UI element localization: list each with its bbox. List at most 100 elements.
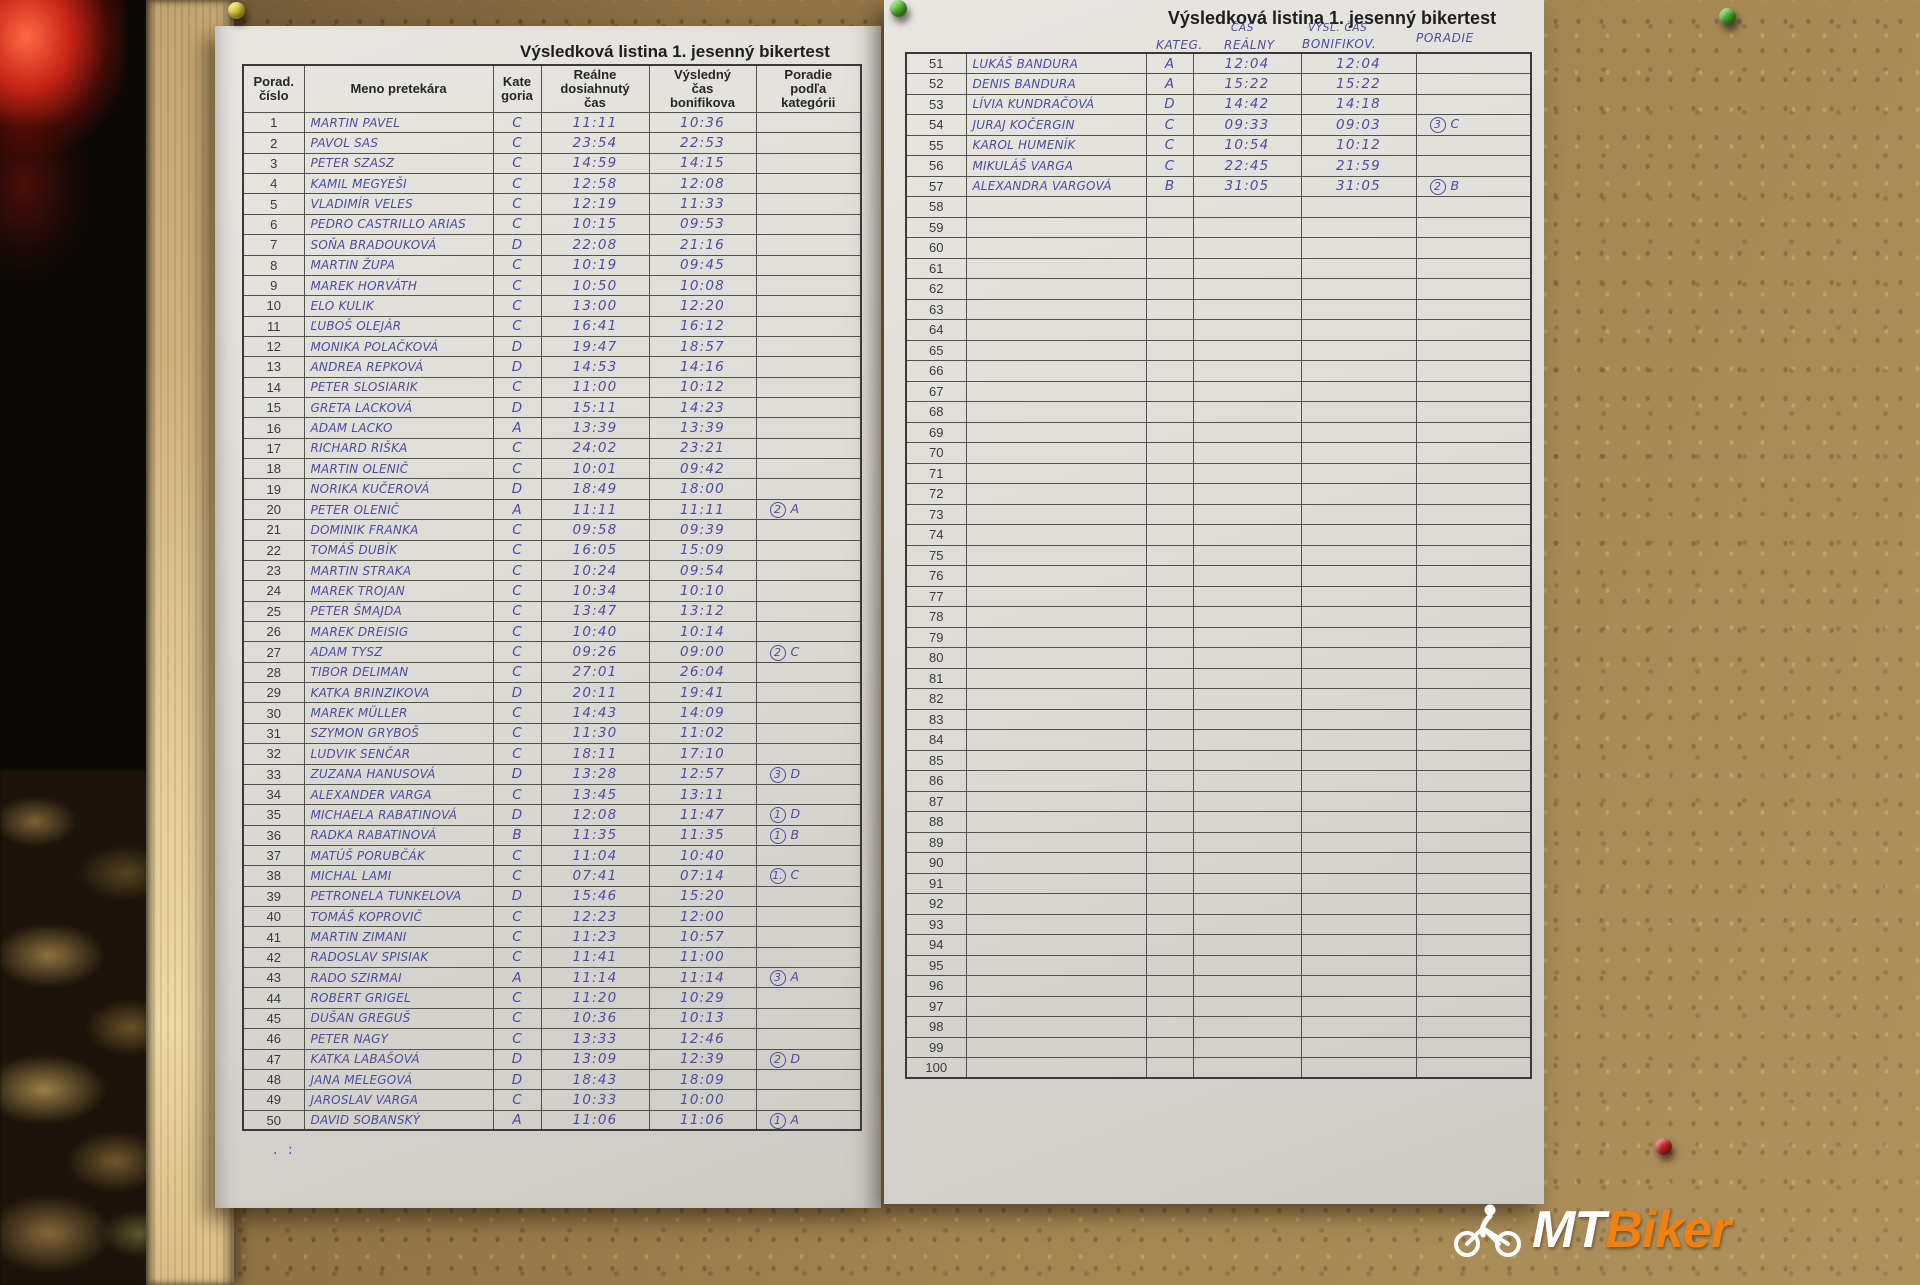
cell-real-time: 10:34	[540, 580, 650, 602]
cell-category	[1145, 852, 1194, 874]
cell-start-number: 71	[905, 462, 967, 484]
table-row: 2 PAVOL SAS C 23:54 22:53	[242, 132, 862, 154]
cell-racer-name: DUŠAN GREGUŠ	[303, 1007, 494, 1030]
cell-category-rank	[1415, 503, 1532, 525]
cell-real-time	[1192, 401, 1302, 423]
cell-final-time	[1300, 380, 1417, 402]
cell-real-time	[1192, 380, 1302, 402]
cell-real-time: 12:19	[540, 193, 650, 215]
cell-category	[1145, 257, 1194, 279]
cell-category-rank	[1415, 93, 1532, 115]
cell-category: C	[492, 213, 542, 236]
cell-start-number: 87	[905, 790, 967, 812]
cell-final-time	[1300, 606, 1417, 628]
handwritten-header-vysl-cas: VÝSL. ČAS	[1308, 22, 1368, 34]
cell-final-time: 18:57	[648, 335, 757, 358]
table-row: 60	[905, 237, 1532, 259]
cell-category	[1145, 216, 1194, 238]
cell-racer-name	[965, 257, 1147, 279]
table-row: 99	[905, 1036, 1532, 1058]
cell-final-time	[1300, 196, 1417, 218]
table-row: 59	[905, 216, 1532, 238]
cell-category: A	[1145, 73, 1194, 95]
cell-racer-name	[965, 852, 1147, 874]
cell-final-time	[1300, 544, 1417, 566]
cell-real-time	[1192, 606, 1302, 628]
cell-real-time: 07:41	[540, 865, 650, 887]
cell-racer-name	[965, 298, 1147, 320]
cell-start-number: 38	[242, 865, 305, 887]
cell-final-time	[1300, 667, 1417, 689]
cell-category-rank	[1415, 708, 1532, 730]
cell-category: C	[492, 620, 542, 643]
cell-category-rank	[1415, 975, 1532, 997]
cell-racer-name	[965, 893, 1147, 915]
header-row: Porad. číslo Meno pretekára Kate goria Reálne…	[242, 64, 862, 113]
cell-category: C	[492, 926, 542, 948]
cell-racer-name	[965, 360, 1147, 382]
table-row: 47 KATKA LABAŠOVÁ D 13:09 12:39 2 D	[242, 1048, 862, 1070]
table-row: 14 PETER SLOSIARIK C 11:00 10:12	[242, 376, 862, 399]
cell-category	[1145, 811, 1194, 833]
table-row: 1 MARTIN PAVEL C 11:11 10:36	[242, 111, 862, 134]
table-row: 51 LUKÁŠ BANDURA A 12:04 12:04	[905, 52, 1532, 74]
cell-category	[1145, 237, 1194, 259]
cell-final-time	[1300, 975, 1417, 997]
cell-racer-name: SOŇA BRADOUKOVÁ	[303, 234, 494, 256]
cell-final-time: 07:14	[648, 865, 757, 887]
cell-racer-name: RICHARD RIŠKA	[303, 437, 494, 460]
cell-category: A	[492, 1109, 542, 1131]
cell-category-rank	[755, 213, 862, 236]
cell-racer-name	[965, 708, 1147, 730]
cell-category-rank	[755, 559, 862, 582]
cell-final-time: 11:06	[648, 1109, 757, 1131]
cell-category	[1145, 975, 1194, 997]
cell-category	[1145, 872, 1194, 894]
cell-start-number: 29	[242, 682, 305, 704]
pushpin-yellow	[228, 2, 245, 19]
cell-start-number: 85	[905, 749, 967, 771]
cell-category-rank	[1415, 893, 1532, 915]
cell-category-rank	[1415, 790, 1532, 812]
cell-final-time	[1300, 483, 1417, 505]
table-row: 98	[905, 1016, 1532, 1038]
cell-racer-name: MARTIN PAVEL	[303, 111, 494, 134]
cell-racer-name: PAVOL SAS	[303, 132, 494, 154]
cell-category-rank	[755, 580, 862, 602]
cell-start-number: 92	[905, 893, 967, 915]
cell-category-rank	[755, 295, 862, 317]
results-table-left: Porad. číslo Meno pretekára Kate goria Reálne…	[242, 64, 862, 1132]
cell-final-time: 11:14	[648, 967, 757, 989]
cell-real-time: 31:05	[1192, 175, 1302, 197]
cell-real-time	[1192, 544, 1302, 566]
column-header: Porad. číslo	[242, 64, 305, 113]
cell-category: C	[492, 1007, 542, 1030]
cell-category	[1145, 544, 1194, 566]
cell-racer-name: RADO SZIRMAI	[303, 967, 494, 989]
cell-start-number: 97	[905, 995, 967, 1017]
circled-rank-number: 3	[769, 766, 786, 783]
cell-real-time: 11:00	[540, 376, 650, 399]
cell-racer-name	[965, 790, 1147, 812]
cell-category: C	[492, 315, 542, 337]
cell-racer-name	[965, 688, 1147, 710]
table-row: 94	[905, 934, 1532, 956]
cell-category-rank: 1. C	[755, 865, 862, 887]
table-row: 89	[905, 831, 1532, 853]
cell-category-rank	[1415, 52, 1532, 74]
table-row: 3 PETER SZASZ C 14:59 14:15	[242, 152, 862, 175]
cell-category-rank	[1415, 421, 1532, 443]
cell-category: B	[492, 824, 542, 846]
handwritten-header-kateg: KATEG.	[1156, 38, 1203, 52]
cell-category	[1145, 995, 1194, 1017]
cell-start-number: 23	[242, 559, 305, 582]
table-row: 56 MIKULÁŠ VARGA C 22:45 21:59	[905, 155, 1532, 177]
cell-racer-name	[965, 626, 1147, 648]
cell-racer-name: PETRONELA TUNKELOVA	[303, 885, 494, 908]
cell-real-time: 18:43	[540, 1068, 650, 1091]
cell-category-rank	[755, 274, 862, 297]
cell-final-time: 10:57	[648, 926, 757, 948]
table-row: 46 PETER NAGY C 13:33 12:46	[242, 1028, 862, 1050]
cell-racer-name: MICHAELA RABATINOVÁ	[303, 804, 494, 826]
